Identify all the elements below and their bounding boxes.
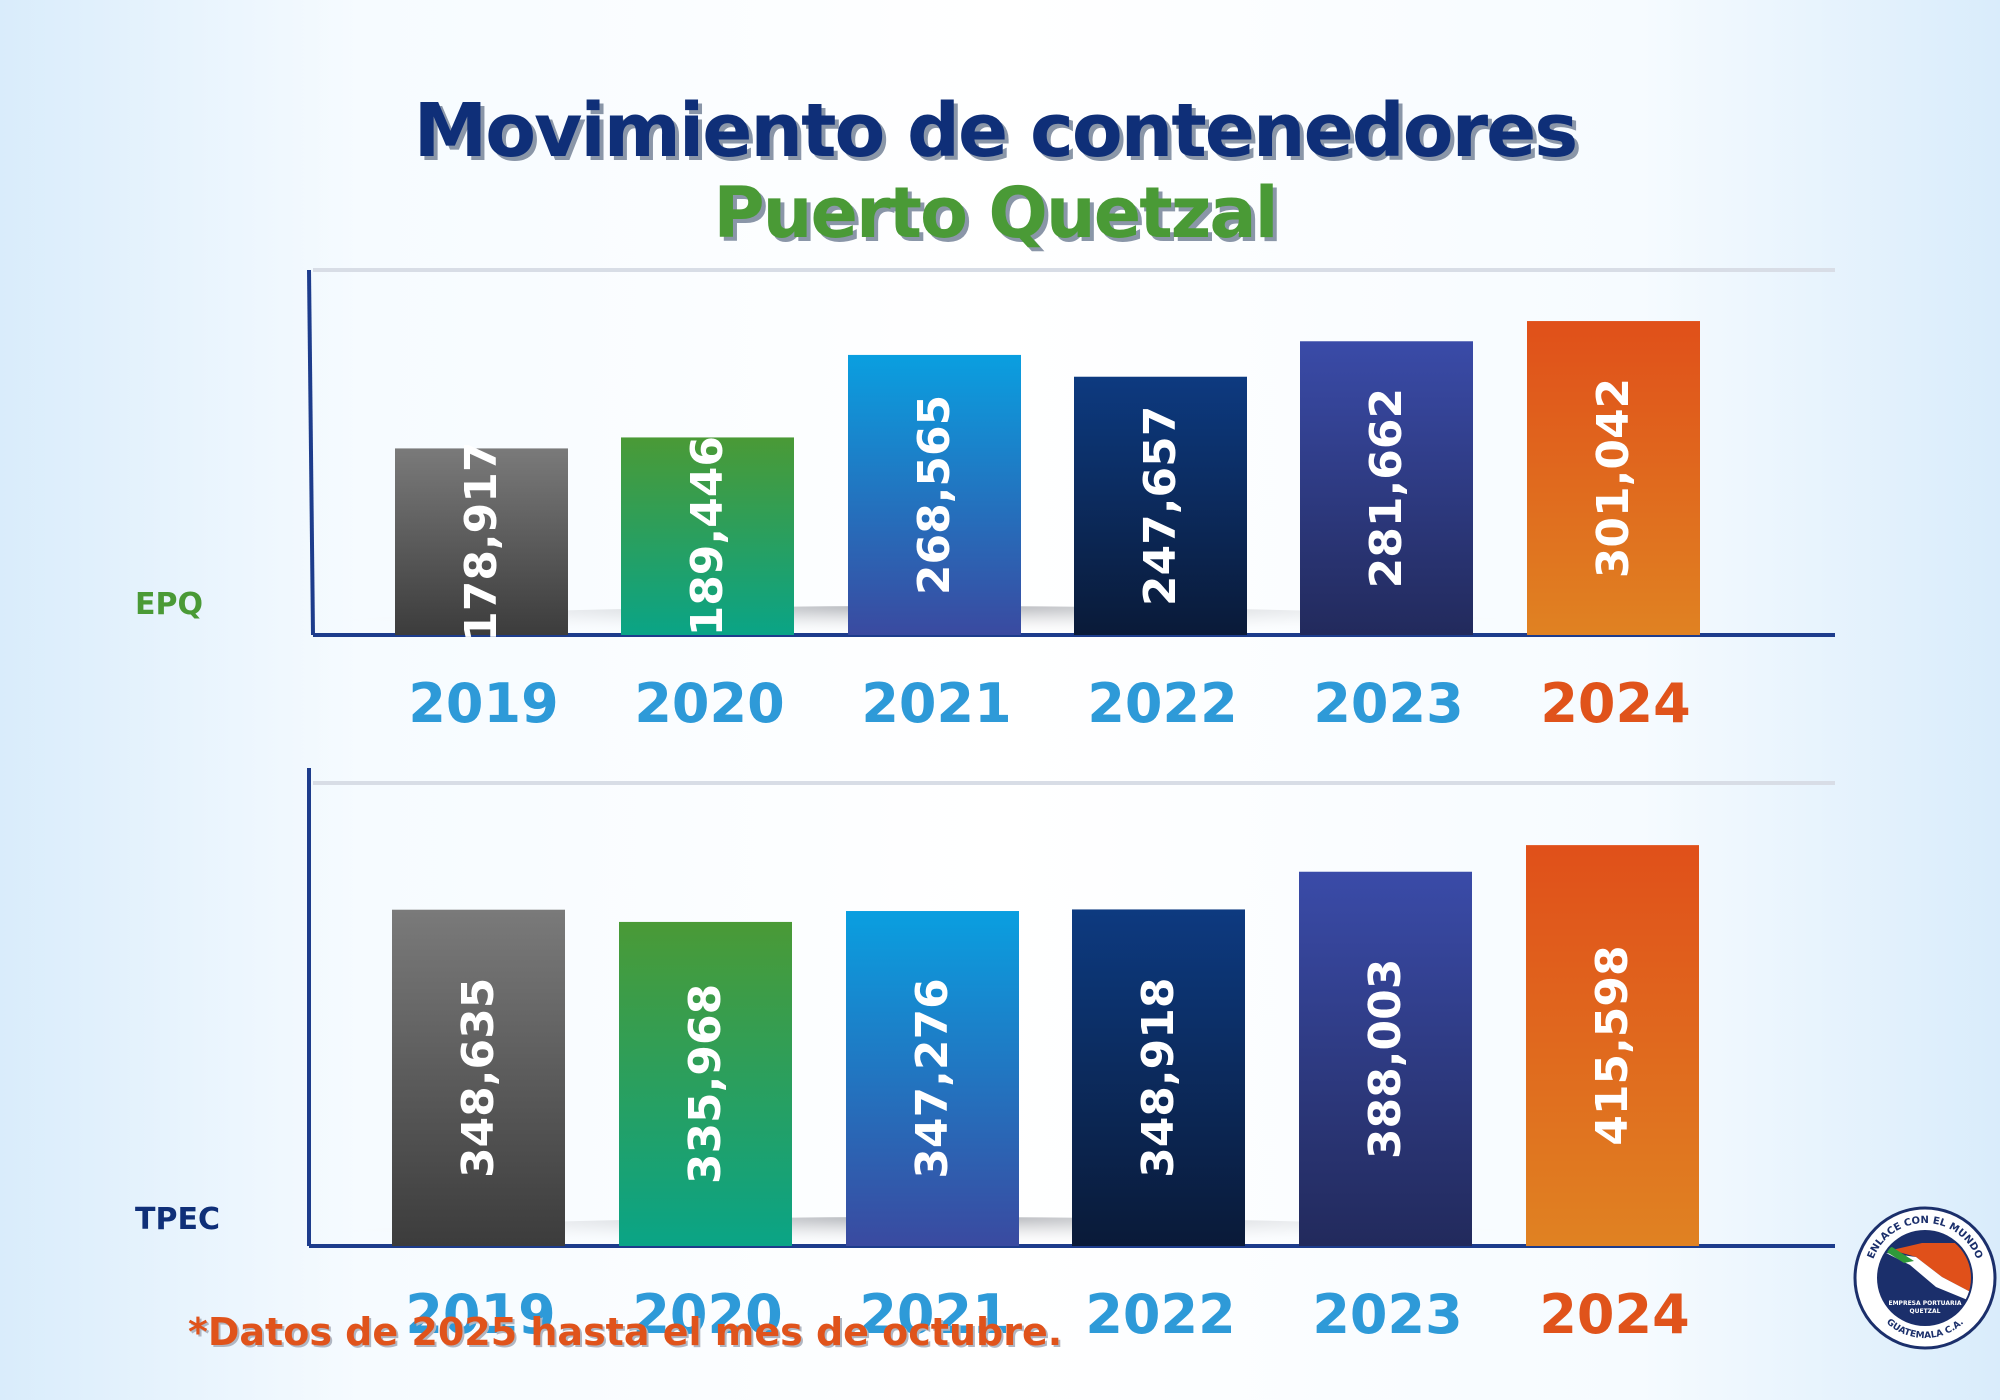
tpec-bar-2023	[1299, 871, 1472, 1246]
tpec-bar-2020	[619, 921, 792, 1246]
logo-center-text-2: QUETZAL	[1910, 1308, 1941, 1315]
tpec-bar-2021	[846, 911, 1019, 1246]
logo-center-text-1: EMPRESA PORTUARIA	[1888, 1300, 1961, 1307]
tpec-bar-2024	[1526, 845, 1699, 1246]
epq-bar-2021	[848, 354, 1021, 635]
tpec-year-label-2021: 2021	[859, 1283, 1009, 1346]
epq-y-axis	[307, 269, 315, 636]
tpec-value-label-2023: 388,003	[1360, 959, 1411, 1159]
epq-year-label-2021: 2021	[861, 672, 1011, 735]
epq-series-label: EPQ	[135, 587, 203, 622]
epq-value-label-2023: 281,662	[1361, 388, 1412, 588]
tpec-year-label-2023: 2023	[1312, 1283, 1462, 1346]
tpec-value-label-2021: 347,276	[907, 978, 958, 1178]
chart-title: Movimiento de contenedores	[413, 88, 1579, 174]
tpec-bar-2019	[392, 909, 565, 1246]
epq-value-label-2020: 189,446	[682, 436, 733, 636]
tpec-value-label-2020: 335,968	[680, 984, 731, 1184]
tpec-chart: TPEC 348,6352019335,9682020347,276202134…	[135, 768, 1835, 1346]
tpec-bars: 348,635 2019 335,968 2020 347,276 2021 348,918…	[392, 845, 1699, 1346]
epq-year-label-2023: 2023	[1313, 672, 1463, 735]
tpec-year-label-2024: 2024	[1539, 1283, 1689, 1346]
epq-value-label-2022: 247,657	[1135, 406, 1186, 606]
epq-year-label-2022: 2022	[1087, 672, 1237, 735]
epq-value-label-2021: 268,565	[909, 395, 960, 595]
epq-bar-2019	[395, 448, 568, 635]
tpec-year-label-2022: 2022	[1085, 1283, 1235, 1346]
tpec-value-label-2024: 415,598	[1587, 945, 1638, 1145]
tpec-bar-2022	[1072, 909, 1245, 1246]
epq-year-label-2019: 2019	[408, 672, 558, 735]
tpec-year-label-2019: 2019	[405, 1283, 555, 1346]
tpec-value-label-2019: 348,635	[453, 978, 504, 1178]
chart-subtitle: Puerto Quetzal	[713, 172, 1278, 254]
tpec-value-label-2022: 348,918	[1133, 978, 1184, 1178]
epq-bar-2022	[1074, 376, 1247, 635]
epq-chart: EPQ 178,917 2019 189,446 2020 268,565 2021 247…	[135, 268, 1835, 735]
epq-bar-2024	[1527, 321, 1700, 635]
epq-year-label-2024: 2024	[1540, 672, 1690, 735]
epq-value-label-2024: 301,042	[1588, 378, 1639, 578]
epq-value-label-2019: 178,917	[456, 442, 507, 642]
port-logo: ENLACE CON EL MUNDO GUATEMALA C.A. EMPRE…	[1853, 1206, 1997, 1350]
epq-bars: 178,917 2019 189,446 2020 268,565 2021 247,657…	[395, 321, 1700, 735]
epq-bar-2020	[621, 437, 794, 635]
tpec-series-label: TPEC	[135, 1202, 220, 1237]
footnote: *Datos de 2025 hasta el mes de octubre.	[188, 1310, 1063, 1354]
epq-bar-2023	[1300, 341, 1473, 635]
epq-year-label-2020: 2020	[634, 672, 784, 735]
tpec-year-label-2020: 2020	[632, 1283, 782, 1346]
